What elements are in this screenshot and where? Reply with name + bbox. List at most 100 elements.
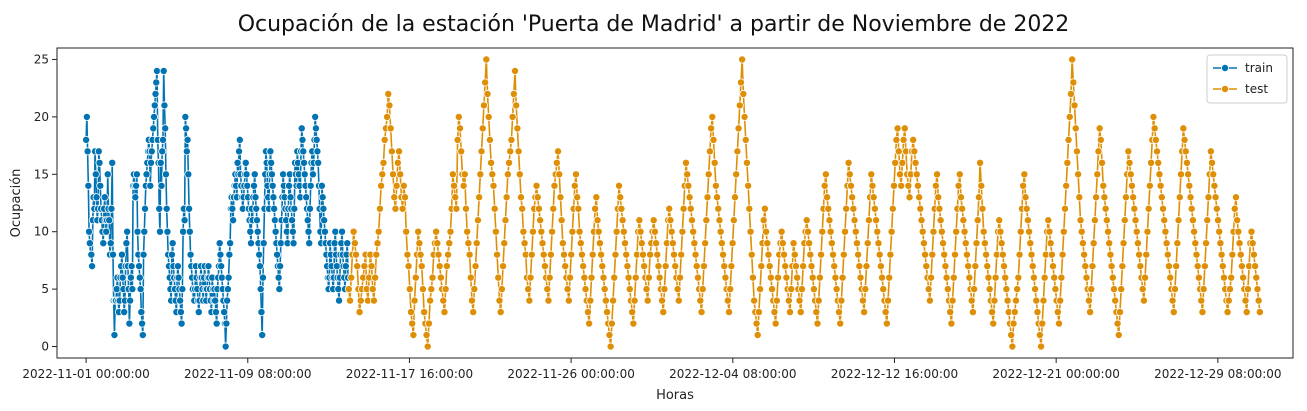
data-point-test bbox=[1204, 193, 1213, 202]
data-point-test bbox=[973, 216, 982, 225]
data-point-test bbox=[445, 239, 454, 248]
data-point-test bbox=[402, 227, 411, 236]
data-point-test bbox=[391, 204, 400, 213]
data-point-test bbox=[520, 239, 529, 248]
data-point-test bbox=[1110, 285, 1119, 294]
data-point-test bbox=[772, 296, 781, 305]
data-point-test bbox=[554, 147, 563, 156]
data-point-test bbox=[1156, 181, 1165, 190]
data-point-test bbox=[1050, 273, 1059, 282]
data-point-train bbox=[313, 147, 322, 156]
data-point-train bbox=[270, 216, 279, 225]
data-point-test bbox=[849, 204, 858, 213]
data-point-test bbox=[577, 250, 586, 259]
data-point-test bbox=[738, 55, 747, 64]
data-point-train bbox=[243, 181, 252, 190]
data-point-test bbox=[1132, 227, 1141, 236]
data-point-test bbox=[642, 285, 651, 294]
data-point-test bbox=[1007, 331, 1016, 340]
data-point-train bbox=[158, 147, 167, 156]
data-point-test bbox=[754, 308, 763, 317]
data-point-test bbox=[548, 227, 557, 236]
data-point-train bbox=[300, 170, 309, 179]
data-point-test bbox=[465, 250, 474, 259]
data-point-train bbox=[160, 101, 169, 110]
data-point-test bbox=[390, 193, 399, 202]
data-point-train bbox=[308, 170, 317, 179]
data-point-test bbox=[925, 296, 934, 305]
data-point-test bbox=[678, 227, 687, 236]
data-point-test bbox=[1215, 227, 1224, 236]
data-point-test bbox=[392, 181, 401, 190]
data-point-train bbox=[194, 308, 203, 317]
data-point-test bbox=[601, 296, 610, 305]
data-point-test bbox=[563, 285, 572, 294]
data-point-test bbox=[747, 250, 756, 259]
data-point-test bbox=[1231, 193, 1240, 202]
data-point-test bbox=[959, 216, 968, 225]
data-point-test bbox=[588, 250, 597, 259]
data-point-test bbox=[980, 239, 989, 248]
data-point-test bbox=[943, 285, 952, 294]
data-point-test bbox=[904, 181, 913, 190]
data-point-train bbox=[168, 239, 177, 248]
data-point-test bbox=[673, 285, 682, 294]
legend-marker-train bbox=[1221, 64, 1230, 73]
data-point-test bbox=[481, 78, 490, 87]
data-point-train bbox=[250, 170, 259, 179]
data-point-test bbox=[1142, 250, 1151, 259]
data-point-train bbox=[88, 262, 97, 271]
data-point-test bbox=[592, 193, 601, 202]
data-point-test bbox=[892, 135, 901, 144]
data-point-test bbox=[415, 239, 424, 248]
data-point-test bbox=[831, 273, 840, 282]
data-point-test bbox=[713, 193, 722, 202]
data-point-test bbox=[1208, 158, 1217, 167]
data-point-test bbox=[472, 239, 481, 248]
data-point-test bbox=[827, 239, 836, 248]
data-point-test bbox=[918, 227, 927, 236]
data-point-test bbox=[1092, 193, 1101, 202]
data-point-train bbox=[103, 170, 112, 179]
data-point-train bbox=[135, 262, 144, 271]
data-point-train bbox=[174, 273, 183, 282]
data-point-test bbox=[728, 239, 737, 248]
data-point-test bbox=[351, 250, 360, 259]
data-point-test bbox=[655, 273, 664, 282]
data-point-test bbox=[566, 273, 575, 282]
x-tick-label: 2022-11-17 16:00:00 bbox=[346, 367, 473, 381]
data-point-test bbox=[910, 147, 919, 156]
data-point-train bbox=[286, 193, 295, 202]
data-point-train bbox=[147, 147, 156, 156]
data-point-test bbox=[941, 262, 950, 271]
data-point-test bbox=[826, 227, 835, 236]
data-point-train bbox=[306, 181, 315, 190]
data-point-test bbox=[881, 308, 890, 317]
data-point-test bbox=[591, 204, 600, 213]
data-point-train bbox=[82, 135, 91, 144]
data-point-test bbox=[356, 296, 365, 305]
data-point-test bbox=[644, 273, 653, 282]
data-point-test bbox=[867, 170, 876, 179]
data-point-test bbox=[616, 193, 625, 202]
data-point-test bbox=[1228, 250, 1237, 259]
data-point-test bbox=[809, 285, 818, 294]
data-point-test bbox=[1001, 273, 1010, 282]
data-point-test bbox=[793, 273, 802, 282]
data-point-test bbox=[533, 193, 542, 202]
data-point-test bbox=[603, 308, 612, 317]
data-point-test bbox=[515, 170, 524, 179]
data-point-test bbox=[723, 296, 732, 305]
data-point-test bbox=[344, 285, 353, 294]
y-tick-label: 20 bbox=[34, 110, 49, 124]
data-point-test bbox=[734, 124, 743, 133]
y-tick-label: 15 bbox=[34, 167, 49, 181]
data-point-train bbox=[314, 158, 323, 167]
data-point-test bbox=[697, 308, 706, 317]
data-point-test bbox=[598, 262, 607, 271]
data-point-test bbox=[393, 158, 402, 167]
data-point-test bbox=[939, 239, 948, 248]
data-point-test bbox=[1065, 112, 1074, 121]
data-point-train bbox=[303, 216, 312, 225]
data-point-test bbox=[725, 308, 734, 317]
